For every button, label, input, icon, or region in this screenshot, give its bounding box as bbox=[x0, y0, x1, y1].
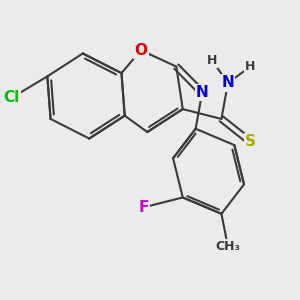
Text: O: O bbox=[134, 43, 147, 58]
Text: S: S bbox=[245, 134, 256, 149]
Text: H: H bbox=[207, 53, 217, 67]
Text: CH₃: CH₃ bbox=[215, 240, 240, 253]
Text: Cl: Cl bbox=[4, 90, 20, 105]
Text: H: H bbox=[245, 60, 256, 73]
Text: F: F bbox=[139, 200, 149, 215]
Text: N: N bbox=[221, 75, 234, 90]
Text: N: N bbox=[196, 85, 208, 100]
